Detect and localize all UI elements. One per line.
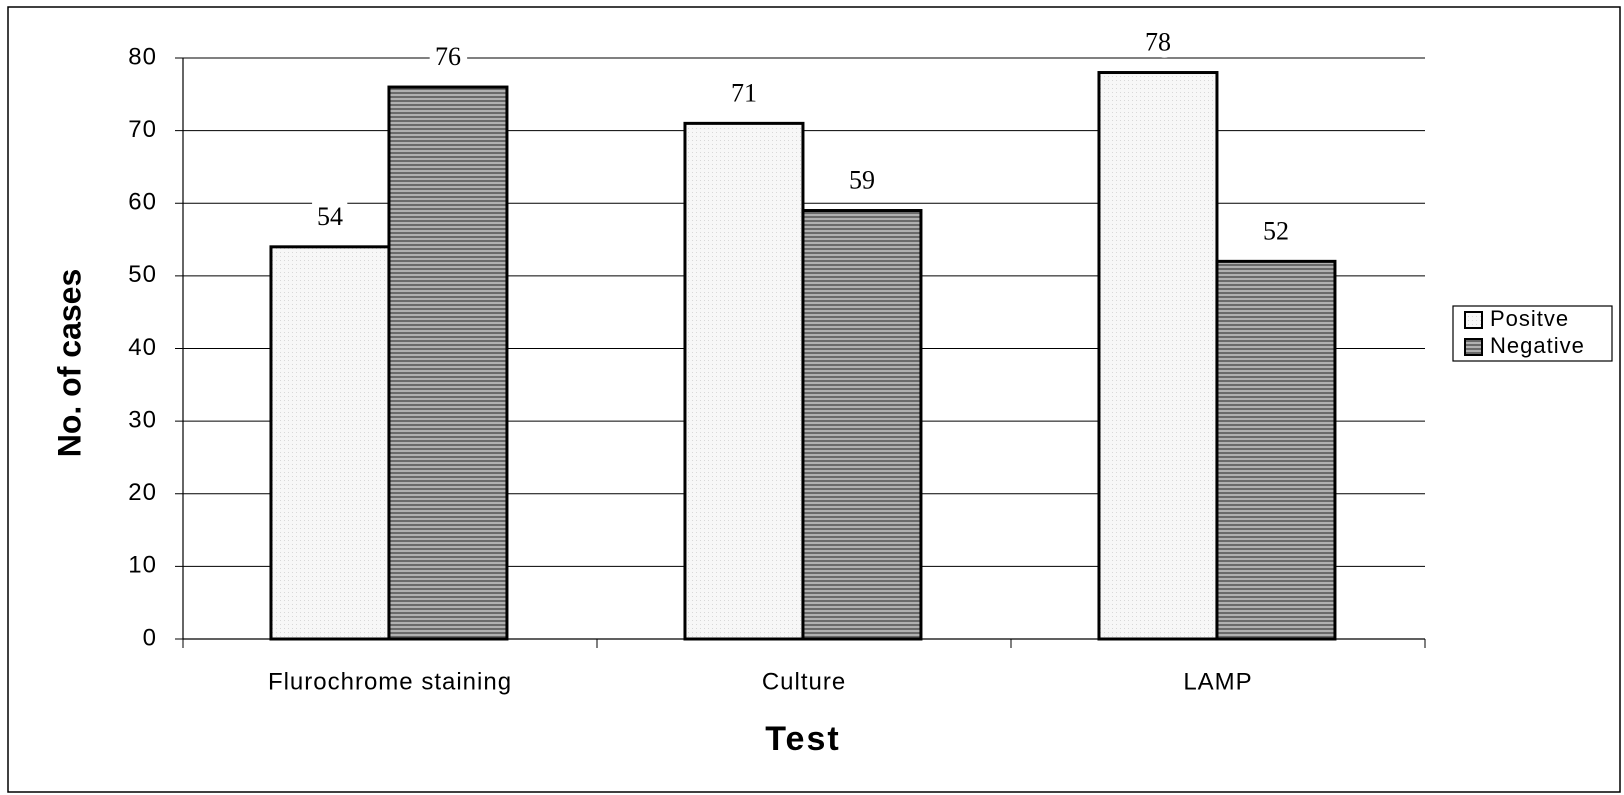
y-tick-label: 10 (128, 552, 157, 579)
legend-label: Positve (1490, 306, 1569, 331)
y-tick-label: 80 (128, 43, 157, 70)
bar (801, 209, 923, 641)
y-tick-label: 60 (128, 189, 157, 216)
value-label: 76 (435, 42, 461, 71)
y-tick-label: 20 (128, 479, 157, 506)
bar (269, 245, 391, 641)
chart-border (7, 6, 1621, 793)
legend-swatch (1464, 338, 1483, 356)
value-label: 52 (1263, 216, 1289, 245)
y-tick-label: 0 (143, 624, 157, 651)
y-tick-label: 70 (128, 116, 157, 143)
value-label: 78 (1145, 27, 1171, 56)
value-label: 71 (731, 78, 757, 107)
x-tick-label: LAMP (1183, 668, 1252, 695)
y-tick-label: 50 (128, 261, 157, 288)
x-tick-label: Flurochrome staining (268, 668, 512, 695)
x-tick-label: Culture (762, 668, 846, 695)
y-axis-title: No. of cases (51, 269, 87, 458)
bar (1097, 71, 1219, 641)
bar (1215, 259, 1337, 641)
legend-swatch (1464, 311, 1483, 329)
y-tick-label: 30 (128, 406, 157, 433)
legend-label: Negative (1490, 333, 1585, 358)
bar (683, 121, 805, 641)
x-axis-title: Test (765, 720, 840, 758)
y-tick-label: 40 (128, 334, 157, 361)
bar (387, 85, 509, 641)
value-label: 54 (317, 202, 343, 231)
value-label: 59 (849, 165, 875, 194)
